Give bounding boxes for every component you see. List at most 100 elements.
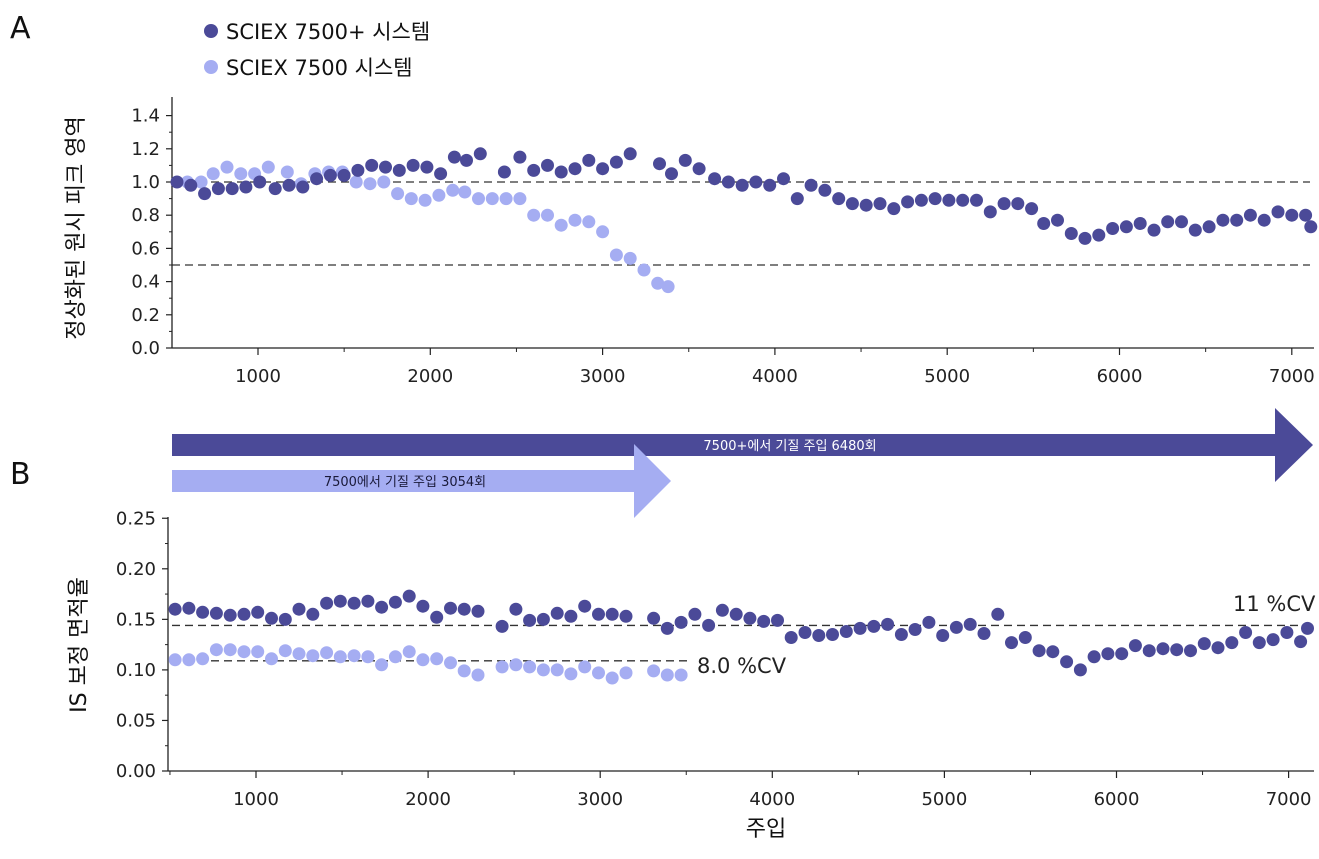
chart-b-point-7500plus [1170,643,1183,656]
chart-b-point-7500plus [1184,644,1197,657]
chart-a-point-7500plus [379,161,392,174]
chart-b-y-tick-label: 0.05 [116,710,156,731]
chart-a-y-tick-label: 0.8 [131,205,160,226]
chart-a-point-7500plus [846,197,859,210]
chart-a-point-7500plus [708,172,721,185]
chart-a-x-tick-label: 3000 [580,366,626,387]
chart-b-point-7500 [169,653,182,666]
chart-a-point-7500plus [1079,232,1092,245]
chart-a-point-7500plus [1011,197,1024,210]
chart-b-point-7500plus [210,607,223,620]
chart-a-point-7500plus [736,179,749,192]
chart-b-x-axis-title: 주입 [746,817,786,842]
chart-b-point-7500plus [895,628,908,641]
chart-b-point-7500 [306,649,319,662]
chart-b-point-7500 [238,645,251,658]
chart-b-point-7500 [348,649,361,662]
chart-a-point-7500 [405,192,418,205]
chart-a-point-7500plus [498,166,511,179]
chart-b-point-7500plus [1005,636,1018,649]
chart-a-point-7500plus [212,182,225,195]
chart-b-point-7500plus [771,614,784,627]
chart-b-point-7500plus [238,608,251,621]
chart-b-point-7500plus [592,608,605,621]
chart-b-point-7500 [196,652,209,665]
chart-a-point-7500plus [338,169,351,182]
chart-b-point-7500plus [306,608,319,621]
chart-a-point-7500plus [624,147,637,160]
chart-b-point-7500plus [375,601,388,614]
chart-b-y-tick-label: 0.00 [116,761,156,782]
chart-b-point-7500plus [537,613,550,626]
chart-a-point-7500plus [984,205,997,218]
chart-b-y-axis-title: IS 보정 면적율 [67,577,92,713]
chart-a-point-7500plus [351,164,364,177]
chart-b-point-7500plus [279,613,292,626]
chart-b-y-tick-label: 0.20 [116,559,156,580]
chart-b-y-tick-label: 0.10 [116,660,156,681]
chart-a-point-7500plus [998,197,1011,210]
chart-a-point-7500plus [1272,205,1285,218]
chart-a-point-7500 [610,249,623,262]
injection-arrows: 7500+에서 기질 주입 6480회 7500에서 기질 주입 3054회 [172,408,1313,518]
chart-a-point-7500plus [693,162,706,175]
chart-a-point-7500plus [253,176,266,189]
chart-a-point-7500plus [596,162,609,175]
chart-b-point-7500plus [620,610,633,623]
chart-b-point-7500plus [743,612,756,625]
chart-b-point-7500plus [334,595,347,608]
chart-b-point-7500plus [458,603,471,616]
chart-b-point-7500plus [578,600,591,613]
chart-b-x-tick-label: 2000 [405,789,451,810]
chart-b-point-7500 [403,645,416,658]
chart-a-point-7500plus [1304,220,1317,233]
chart-b-point-7500plus [1033,644,1046,657]
chart-b-point-7500plus [196,606,209,619]
chart-b-point-7500plus [1253,636,1266,649]
chart-a-point-7500 [234,167,247,180]
chart-a-point-7500plus [1175,215,1188,228]
chart-a-point-7500plus [653,157,666,170]
chart-b-point-7500plus [1019,631,1032,644]
chart-b-point-7500 [620,666,633,679]
chart-b-point-7500plus [881,618,894,631]
chart-a-point-7500plus [269,182,282,195]
legend: SCIEX 7500+ 시스템 SCIEX 7500 시스템 [204,20,430,80]
chart-b-point-7500 [361,650,374,663]
chart-b-point-7500plus [647,612,660,625]
chart-a-point-7500 [596,225,609,238]
chart-b-point-7500plus [909,623,922,636]
chart-b-point-7500plus [361,595,374,608]
chart-a-point-7500 [350,176,363,189]
chart-a-point-7500plus [283,179,296,192]
chart-b-point-7500plus [1212,641,1225,654]
chart-a-point-7500plus [239,181,252,194]
chart-b-point-7500plus [922,616,935,629]
chart-a-point-7500 [432,189,445,202]
chart-a-point-7500plus [1037,217,1050,230]
chart-a-point-7500plus [805,179,818,192]
chart-a-point-7500plus [541,159,554,172]
chart-a-y-tick-label: 1.4 [131,106,160,127]
chart-a-point-7500plus [956,194,969,207]
legend-label-7500: SCIEX 7500 시스템 [226,56,413,80]
chart-b-point-7500plus [1143,644,1156,657]
chart-a-point-7500 [486,192,499,205]
chart-b-point-7500plus [1198,637,1211,650]
chart-a-point-7500plus [434,167,447,180]
chart-a-point-7500plus [365,159,378,172]
chart-b-point-7500plus [606,608,619,621]
chart-b-point-7500plus [799,626,812,639]
chart-b-point-7500plus [320,597,333,610]
chart-b-point-7500plus [182,602,195,615]
chart-a-y-tick-label: 1.0 [131,172,160,193]
chart-b-point-7500plus [812,629,825,642]
chart-a-point-7500 [662,280,675,293]
chart-a-point-7500plus [1148,224,1161,237]
chart-a-point-7500plus [679,154,692,167]
chart-a-x-tick-label: 6000 [1097,366,1143,387]
chart-b-x-tick-label: 1000 [233,789,279,810]
chart-b-point-7500 [430,652,443,665]
chart-a-point-7500 [364,177,377,190]
chart-b-point-7500 [675,669,688,682]
